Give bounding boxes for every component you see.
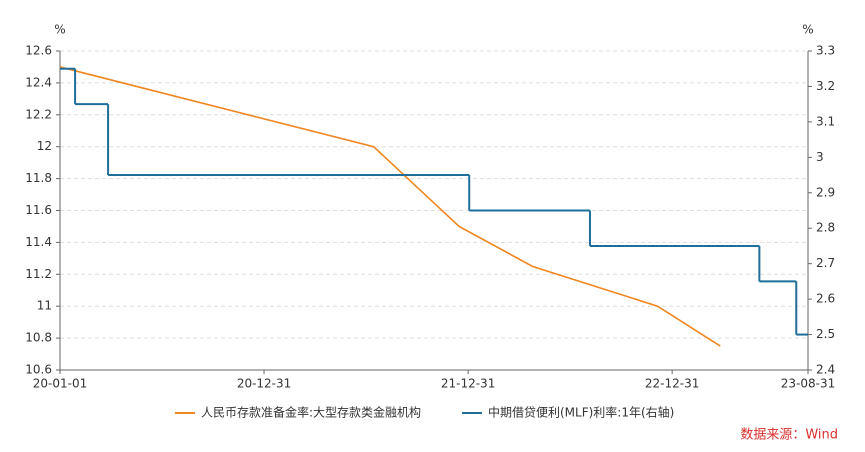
legend-label: 中期借贷便利(MLF)利率:1年(右轴)	[488, 405, 674, 420]
y-tick-label: 12.4	[25, 75, 52, 89]
series-line	[59, 66, 721, 347]
y-tick-label: 11	[37, 299, 52, 313]
y-tick-label: 11.6	[25, 203, 52, 217]
y2-tick-label: 2.6	[816, 292, 835, 306]
y2-tick-label: 2.9	[816, 185, 835, 199]
y2-tick-label: 2.7	[816, 256, 835, 270]
y-tick-label: 10.6	[25, 363, 52, 377]
x-tick-label: 21-12-31	[441, 377, 495, 391]
source: 数据来源：Wind	[740, 428, 838, 443]
y-tick-label: 11.8	[25, 171, 52, 185]
y-tick-label: 11.2	[25, 267, 52, 281]
legend-label: 人民币存款准备金率:大型存款类金融机构	[201, 405, 421, 420]
x-tick-label: 22-12-31	[645, 377, 699, 391]
y2-tick-label: 3.3	[816, 44, 835, 58]
y2-tick-label: 2.8	[816, 221, 835, 235]
y2-unit: %	[802, 23, 813, 37]
y-tick-label: 12.6	[25, 44, 52, 58]
y-tick-label: 11.4	[25, 235, 52, 249]
y2-tick-label: 3.2	[816, 79, 835, 93]
y-tick-label: 12	[37, 139, 52, 153]
x-tick-label: 20-12-31	[237, 377, 291, 391]
y2-tick-label: 2.5	[816, 327, 835, 341]
y2-tick-label: 3	[816, 150, 824, 164]
y2-tick-label: 2.4	[816, 363, 835, 377]
y-tick-label: 10.8	[25, 331, 52, 345]
y-tick-label: 12.2	[25, 107, 52, 121]
x-tick-label: 23-08-31	[781, 377, 835, 391]
x-tick-label: 20-01-01	[33, 377, 87, 391]
y-unit: %	[54, 23, 65, 37]
y2-tick-label: 3.1	[816, 114, 835, 128]
